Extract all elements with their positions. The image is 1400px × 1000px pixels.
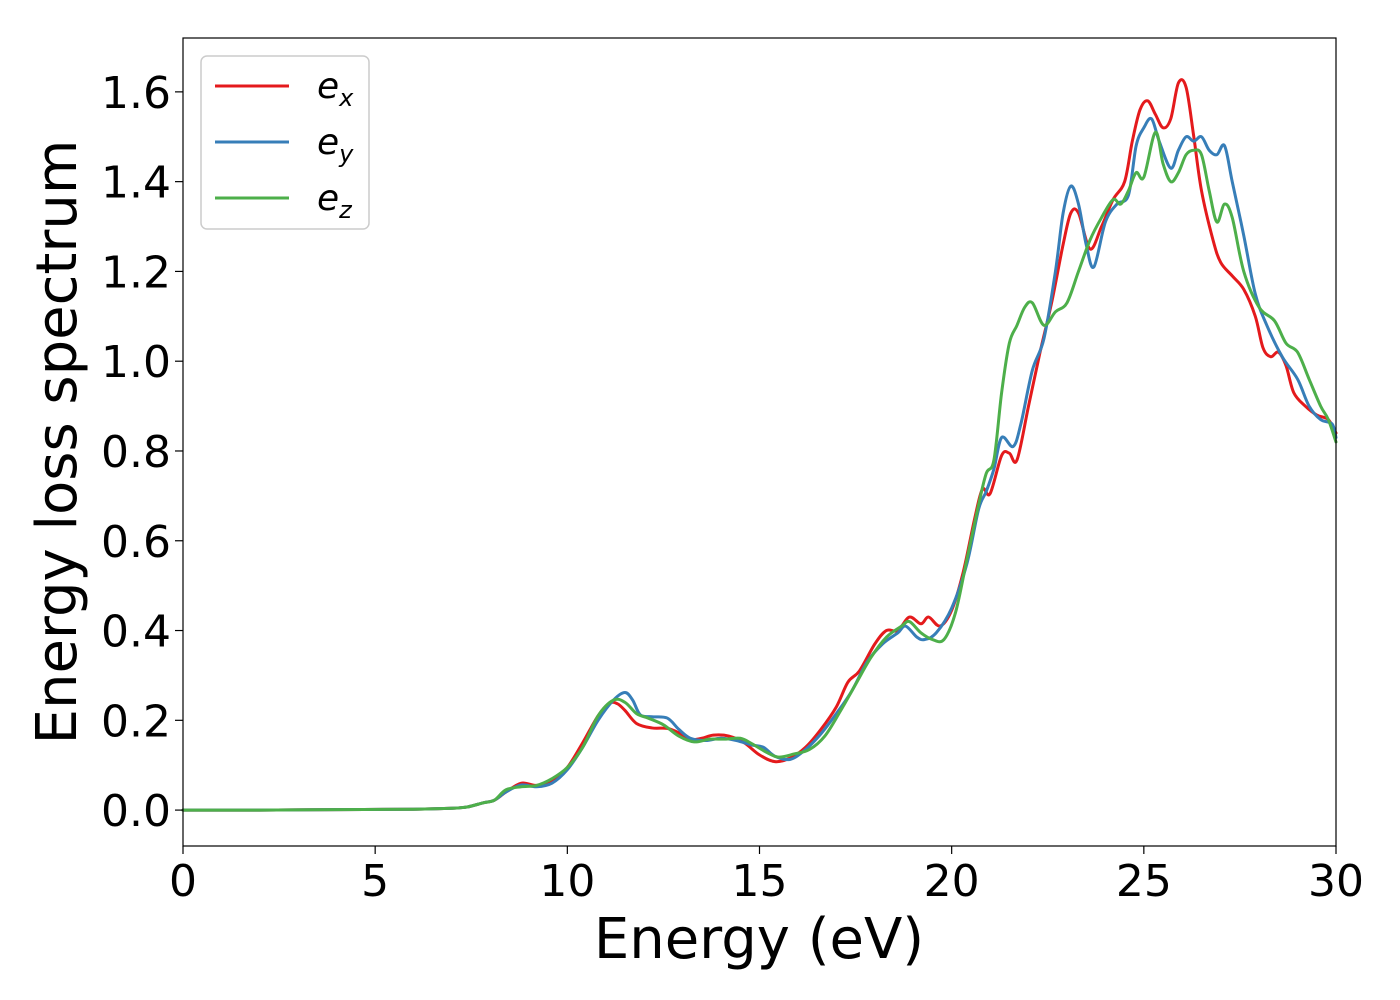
y-tick-label: 0.6 bbox=[101, 517, 171, 568]
series-layer bbox=[181, 78, 1338, 812]
x-tick-label: 5 bbox=[361, 856, 389, 907]
x-tick-label: 0 bbox=[169, 856, 197, 907]
x-tick-label: 25 bbox=[1116, 856, 1172, 907]
y-tick-label: 1.4 bbox=[101, 158, 171, 209]
y-tick-label: 0.8 bbox=[101, 427, 171, 478]
y-tick-label: 1.2 bbox=[101, 247, 171, 298]
x-tick-label: 30 bbox=[1308, 856, 1364, 907]
y-tick-label: 0.2 bbox=[101, 696, 171, 747]
x-axis: 0 5 10 15 20 25 30 bbox=[169, 846, 1364, 907]
x-tick-label: 15 bbox=[732, 856, 788, 907]
x-tick-label: 20 bbox=[924, 856, 980, 907]
y-tick-label: 1.6 bbox=[101, 68, 171, 119]
y-tick-label: 0.4 bbox=[101, 607, 171, 658]
x-axis-title: Energy (eV) bbox=[594, 907, 924, 972]
y-tick-label: 0.0 bbox=[101, 786, 171, 837]
y-tick-label: 1.0 bbox=[101, 337, 171, 388]
y-axis-title: Energy loss spectrum bbox=[25, 140, 90, 745]
x-tick-label: 10 bbox=[539, 856, 595, 907]
y-axis: 0.0 0.2 0.4 0.6 0.8 1.0 1.2 1.4 1.6 bbox=[101, 68, 183, 837]
legend-label-ez: ez bbox=[317, 178, 353, 224]
series-line-ez bbox=[181, 130, 1338, 812]
legend-label-ex: ex bbox=[317, 66, 354, 112]
legend-label-ey: ey bbox=[317, 122, 354, 168]
legend: ex ey ez bbox=[200, 55, 370, 230]
